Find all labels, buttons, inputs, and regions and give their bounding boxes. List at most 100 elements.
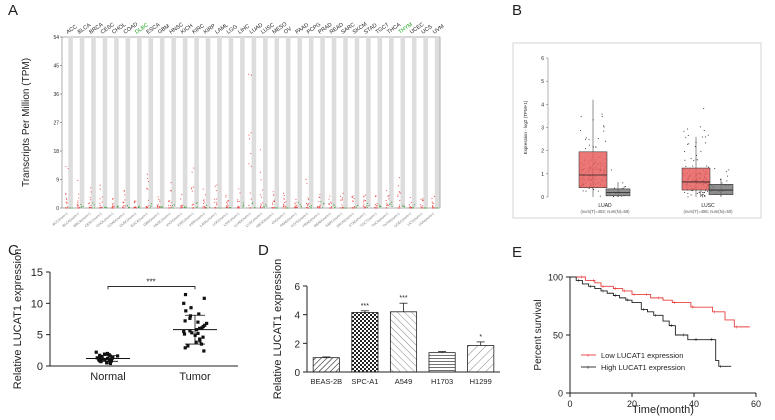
normal-point [195,202,197,204]
tumor-point [112,207,114,209]
normal-point [320,201,322,203]
panel-e-xtick-label: 0 [567,399,572,409]
tumor-point [305,206,307,209]
panel-e-censor-mark: + [601,289,605,295]
panel-c-point [202,349,206,353]
tumor-point [77,200,79,202]
panel-a-shade [217,37,222,208]
panel-b-point [584,138,586,140]
panel-e-censor-mark: + [580,275,584,281]
tumor-point [365,207,367,209]
cancer-label: OV [283,26,293,36]
normal-point [366,206,368,209]
tumor-point [307,204,309,206]
tumor-point [157,205,159,207]
normal-point [333,204,335,206]
panel-a-shade [354,37,360,208]
tumor-point [192,207,194,209]
panel-a-shade [423,37,428,208]
panel-e-censor-mark: + [694,338,698,344]
normal-point [310,205,313,207]
tumor-point [88,207,90,209]
tumor-point [260,203,262,205]
tumor-point [431,201,433,203]
tumor-point [238,205,240,207]
tumor-point [146,177,148,179]
tumor-point [422,207,424,209]
tumor-point [123,205,125,207]
panel-a-shade [102,37,108,208]
tumor-point [388,195,390,197]
panel-b-group-label: LUSC [701,203,715,209]
panel-a-shade [148,37,154,208]
tumor-point [273,199,275,201]
panel-c-point [198,339,202,343]
tumor-point [399,191,401,193]
tumor-point [363,207,365,209]
panel-e-censor-mark: + [623,289,627,295]
panel-d-bar [467,345,495,373]
panel-a-shade [366,37,371,208]
panel-e-xtick-label: 60 [751,399,761,409]
tumor-point [123,190,125,192]
panel-b-point [687,134,689,136]
panel-a-ytick-label: 9 [56,178,59,184]
tumor-point [351,196,353,198]
tumor-point [99,204,101,207]
tumor-point [193,167,195,169]
tumor-point [89,199,92,201]
tumor-point [66,207,68,209]
normal-point [229,207,231,209]
cancer-label: ACC [65,24,78,36]
tumor-point [398,177,401,179]
normal-point [137,207,139,209]
panel-e-xlabel: Time(month) [632,404,694,416]
tumor-point [87,203,89,205]
panel-e-censor-mark: + [691,305,695,311]
tumor-point [170,182,172,184]
tumor-point [330,201,332,203]
panel-c-point [183,346,187,350]
panel-a-shade [228,37,234,208]
tumor-point [306,183,308,185]
panel-e-legend-label: Low LUCAT1 expression [601,351,683,360]
panel-d-bar [312,357,340,373]
tumor-point [250,198,252,200]
tumor-point [214,207,216,209]
normal-point [172,207,174,209]
panel-c-point [205,321,209,325]
panel-e-censor-mark: + [673,301,677,307]
panel-b-point [721,182,723,184]
normal-point [183,206,185,208]
panel-b-point [697,159,699,161]
tumor-point [216,184,218,186]
tumor-point [398,204,400,206]
tumor-point [374,207,376,209]
normal-point [195,206,197,208]
panel-b-point [595,146,597,148]
tumor-point [135,207,137,209]
panel-a-ytick-label: 54 [53,35,59,41]
tumor-point [76,204,78,206]
normal-point [80,207,82,209]
panel-b-point [623,186,625,188]
tumor-point [250,132,252,134]
panel-d-bar [389,311,418,373]
normal-point [379,206,381,208]
panel-c-point [103,358,107,362]
normal-point [150,205,152,207]
tumor-point [77,206,79,208]
tumor-point [283,204,285,206]
normal-point [139,207,141,209]
panel-c-point [196,331,200,336]
tumor-point [77,207,79,209]
tumor-point [192,186,194,188]
normal-point [413,204,415,206]
tumor-point [363,199,365,201]
tumor-point [352,200,354,202]
panel-b-point [585,137,587,139]
tumor-point [319,204,321,206]
tumor-point [180,198,182,200]
panel-b-point [601,113,603,115]
tumor-point [213,198,215,200]
